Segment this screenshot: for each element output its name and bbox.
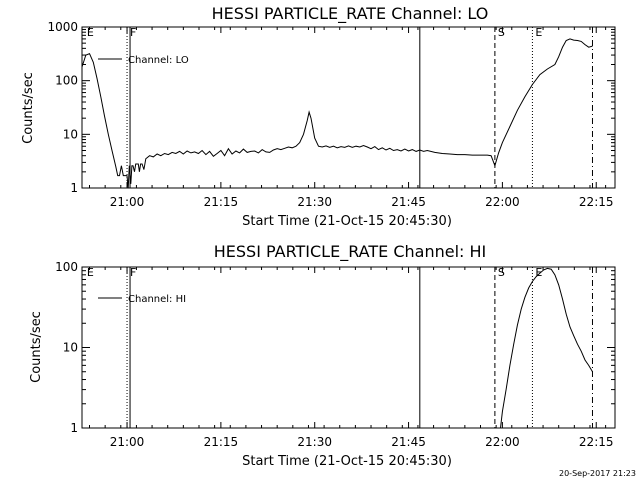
- plot-frame: [81, 26, 616, 189]
- y-tick-label: 1: [70, 421, 78, 435]
- event-marker-label: E: [87, 266, 94, 279]
- y-tick-label: 1: [70, 181, 78, 195]
- event-marker-label: S: [498, 26, 505, 39]
- event-marker-label: F: [130, 266, 136, 279]
- x-axis-label: Start Time (21-Oct-15 20:45:30): [242, 454, 452, 469]
- chart-title: HESSI PARTICLE_RATE Channel: LO: [212, 4, 489, 24]
- x-tick-label: 21:45: [391, 195, 426, 209]
- y-axis-label: Counts/sec: [21, 72, 36, 144]
- x-tick-label: 21:15: [204, 435, 239, 449]
- chart-title: HESSI PARTICLE_RATE Channel: HI: [214, 242, 487, 262]
- legend: Channel: HI: [98, 294, 186, 305]
- event-marker-label: E: [535, 266, 542, 279]
- y-axis-label: Counts/sec: [29, 311, 44, 383]
- x-tick-label: 22:15: [579, 195, 614, 209]
- x-tick-label: 22:00: [485, 435, 520, 449]
- x-tick-label: 21:30: [297, 195, 332, 209]
- event-marker-label: S: [498, 266, 505, 279]
- x-tick-label: 21:00: [110, 195, 145, 209]
- panel-hi: HESSI PARTICLE_RATE Channel: HI Counts/s…: [29, 242, 616, 469]
- x-tick-label: 21:00: [110, 435, 145, 449]
- x-tick-label: 21:45: [391, 435, 426, 449]
- legend-label: Channel: HI: [128, 294, 186, 305]
- event-marker-label: F: [130, 26, 136, 39]
- y-tick-label: 100: [55, 260, 78, 274]
- x-tick-label: 22:15: [579, 435, 614, 449]
- y-tick-label: 100: [55, 74, 78, 88]
- event-marker-label: E: [87, 26, 94, 39]
- x-axis-label: Start Time (21-Oct-15 20:45:30): [242, 214, 452, 229]
- event-marker-label: E: [535, 26, 542, 39]
- legend-label: Channel: LO: [128, 55, 189, 66]
- y-tick-label: 1000: [47, 20, 78, 34]
- legend: Channel: LO: [98, 55, 189, 66]
- x-tick-label: 21:30: [297, 435, 332, 449]
- x-tick-label: 21:15: [204, 195, 239, 209]
- timestamp: 20-Sep-2017 21:23: [559, 469, 636, 478]
- x-tick-label: 22:00: [485, 195, 520, 209]
- plot-frame: [81, 266, 616, 429]
- y-tick-label: 10: [63, 341, 78, 355]
- y-tick-label: 10: [63, 127, 78, 141]
- panel-lo: HESSI PARTICLE_RATE Channel: LO Counts/s…: [21, 4, 616, 229]
- series-line: [500, 267, 593, 429]
- series-line: [81, 38, 593, 189]
